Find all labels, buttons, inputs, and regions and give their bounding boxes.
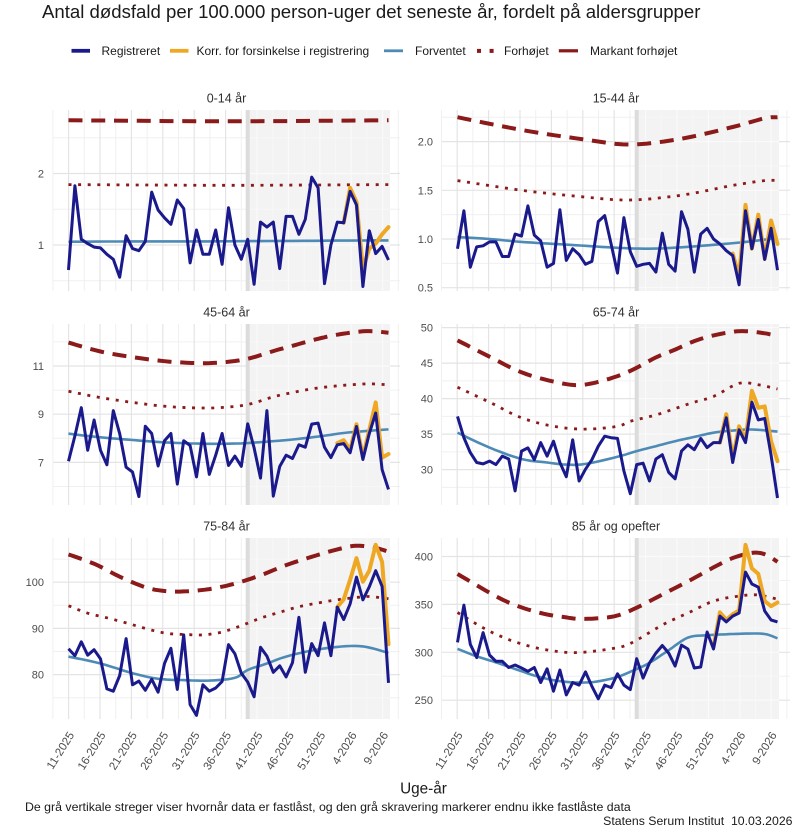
svg-text:350: 350 bbox=[415, 599, 433, 611]
svg-text:45: 45 bbox=[421, 358, 433, 370]
svg-text:300: 300 bbox=[415, 647, 433, 659]
svg-text:0.5: 0.5 bbox=[418, 283, 433, 295]
svg-text:Forventet: Forventet bbox=[415, 44, 466, 58]
svg-text:80: 80 bbox=[32, 670, 44, 682]
svg-text:40: 40 bbox=[421, 394, 433, 406]
svg-text:De grå vertikale streger viser: De grå vertikale streger viser hvornår d… bbox=[25, 800, 631, 814]
svg-text:100: 100 bbox=[26, 577, 44, 589]
svg-text:Antal dødsfald per 100.000 per: Antal dødsfald per 100.000 person-uger d… bbox=[42, 1, 700, 22]
svg-text:1: 1 bbox=[38, 240, 44, 252]
svg-text:1.5: 1.5 bbox=[418, 185, 433, 197]
svg-text:50: 50 bbox=[421, 323, 433, 335]
svg-text:65-74 år: 65-74 år bbox=[593, 305, 640, 319]
svg-text:9: 9 bbox=[38, 409, 44, 421]
svg-text:1.0: 1.0 bbox=[418, 234, 433, 246]
svg-text:35: 35 bbox=[421, 429, 433, 441]
svg-text:15-44 år: 15-44 år bbox=[593, 91, 640, 105]
svg-text:85 år og opefter: 85 år og opefter bbox=[572, 519, 660, 533]
svg-text:Uge-år: Uge-år bbox=[400, 781, 447, 798]
svg-text:250: 250 bbox=[415, 695, 433, 707]
svg-text:7: 7 bbox=[38, 457, 44, 469]
svg-text:0-14 år: 0-14 år bbox=[207, 91, 247, 105]
svg-text:30: 30 bbox=[421, 465, 433, 477]
svg-text:Korr. for forsinkelse i regist: Korr. for forsinkelse i registrering bbox=[197, 44, 370, 58]
svg-text:45-64 år: 45-64 år bbox=[203, 305, 250, 319]
svg-text:2: 2 bbox=[38, 169, 44, 181]
svg-text:Registreret: Registreret bbox=[102, 44, 161, 58]
svg-text:400: 400 bbox=[415, 552, 433, 564]
svg-text:11: 11 bbox=[33, 361, 44, 373]
svg-text:Statens Serum Institut 10.03.: Statens Serum Institut 10.03.2026 bbox=[603, 814, 793, 828]
svg-text:Forhøjet: Forhøjet bbox=[504, 44, 549, 58]
svg-text:90: 90 bbox=[32, 623, 44, 635]
svg-text:2.0: 2.0 bbox=[418, 137, 433, 149]
svg-text:Markant forhøjet: Markant forhøjet bbox=[590, 44, 678, 58]
svg-text:75-84 år: 75-84 år bbox=[203, 519, 250, 533]
